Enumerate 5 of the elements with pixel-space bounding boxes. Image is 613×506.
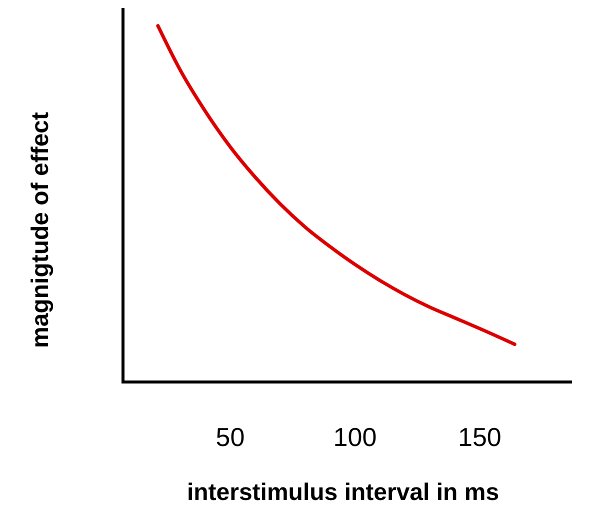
- y-axis-title: magnigtude of effect: [27, 112, 54, 348]
- x-axis-title: interstimulus interval in ms: [186, 479, 500, 506]
- x-tick-label: 50: [216, 422, 245, 452]
- x-tick-label: 150: [458, 422, 502, 452]
- x-tick-label: 100: [333, 422, 377, 452]
